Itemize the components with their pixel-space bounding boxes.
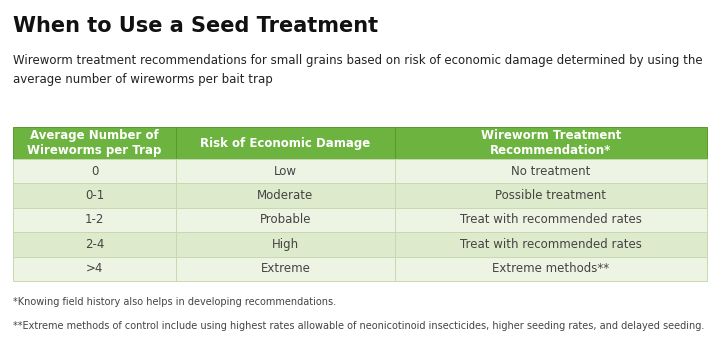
Bar [176, 232, 395, 257]
Bar [176, 208, 395, 232]
Text: >4: >4 [86, 262, 103, 275]
Bar [13, 208, 176, 232]
Bar [395, 208, 707, 232]
Bar [13, 257, 176, 281]
Bar [176, 159, 395, 183]
Text: Extreme methods**: Extreme methods** [492, 262, 609, 275]
Text: 1-2: 1-2 [85, 213, 104, 227]
Text: High: High [272, 238, 299, 251]
Bar [176, 127, 395, 159]
Text: Treat with recommended rates: Treat with recommended rates [460, 238, 642, 251]
Bar [395, 257, 707, 281]
Text: Probable: Probable [260, 213, 311, 227]
Bar [395, 183, 707, 208]
Text: Risk of Economic Damage: Risk of Economic Damage [200, 136, 371, 150]
Bar [176, 183, 395, 208]
Text: Treat with recommended rates: Treat with recommended rates [460, 213, 642, 227]
Bar [13, 159, 176, 183]
Text: Wireworm Treatment
Recommendation*: Wireworm Treatment Recommendation* [481, 129, 621, 157]
Text: 0-1: 0-1 [85, 189, 104, 202]
Bar [13, 183, 176, 208]
Text: Possible treatment: Possible treatment [495, 189, 606, 202]
Bar [13, 232, 176, 257]
Text: Average Number of
Wireworms per Trap: Average Number of Wireworms per Trap [27, 129, 162, 157]
Text: Wireworm treatment recommendations for small grains based on risk of economic da: Wireworm treatment recommendations for s… [13, 54, 703, 86]
Bar [395, 159, 707, 183]
Text: **Extreme methods of control include using highest rates allowable of neonicotin: **Extreme methods of control include usi… [13, 321, 704, 331]
Text: When to Use a Seed Treatment: When to Use a Seed Treatment [13, 16, 378, 36]
Bar [395, 232, 707, 257]
Text: 0: 0 [91, 165, 98, 178]
Bar [395, 127, 707, 159]
Text: Extreme: Extreme [261, 262, 310, 275]
Text: Low: Low [274, 165, 297, 178]
Text: No treatment: No treatment [511, 165, 590, 178]
Text: Moderate: Moderate [257, 189, 313, 202]
Text: *Knowing field history also helps in developing recommendations.: *Knowing field history also helps in dev… [13, 297, 336, 307]
Bar [176, 257, 395, 281]
Text: 2-4: 2-4 [85, 238, 104, 251]
Bar [13, 127, 176, 159]
